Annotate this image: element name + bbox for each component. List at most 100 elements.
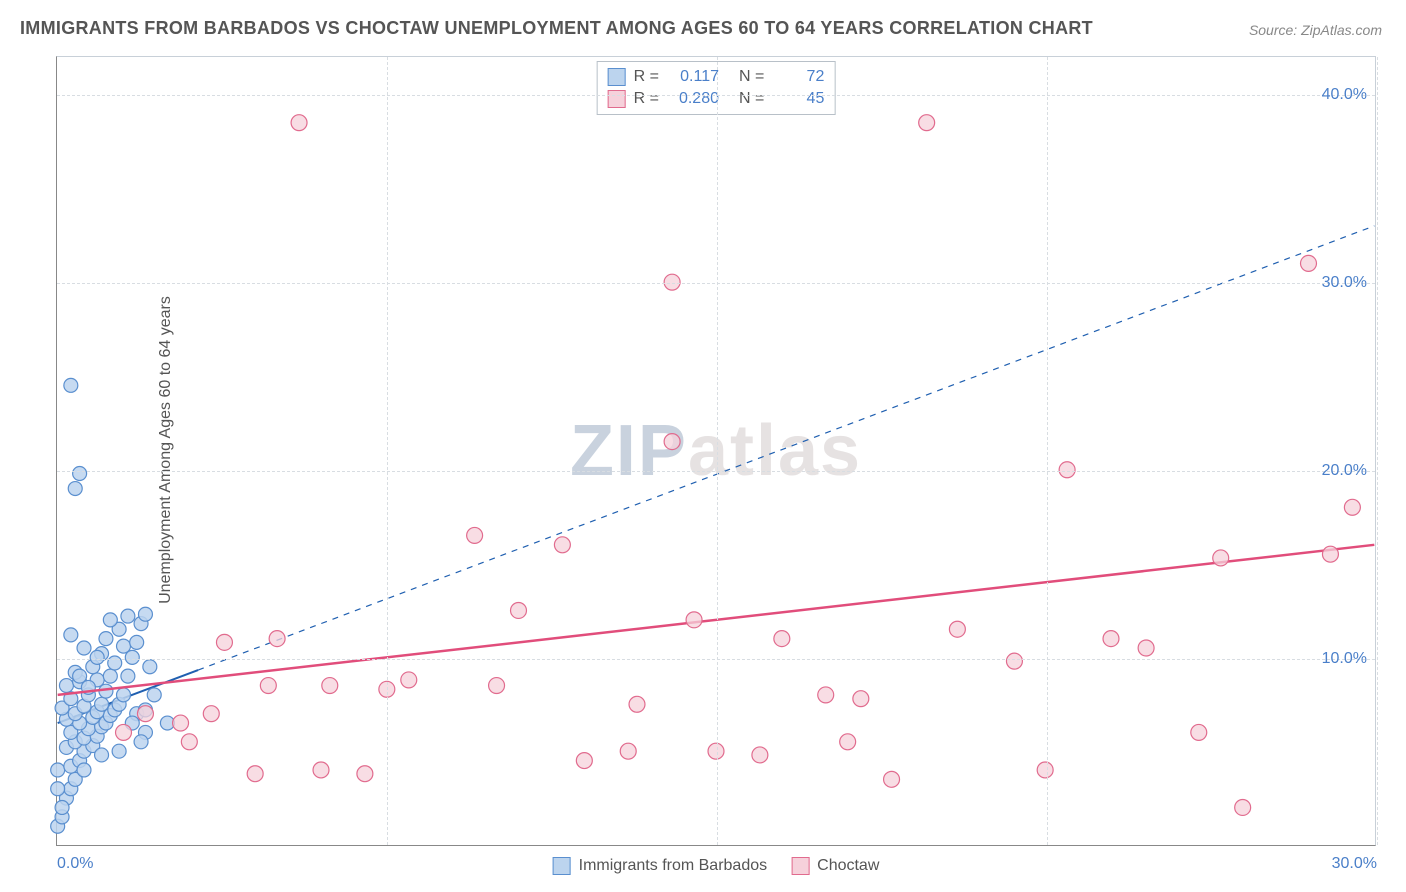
legend-item-choctaw: Choctaw	[791, 857, 879, 875]
r-legend-row: R = 0.280 N = 45	[608, 88, 825, 110]
data-point	[554, 537, 570, 553]
y-tick-label: 40.0%	[1322, 86, 1367, 104]
legend-swatch-choctaw	[791, 857, 809, 875]
y-tick-label: 10.0%	[1322, 650, 1367, 668]
data-point	[291, 115, 307, 131]
data-point	[1103, 631, 1119, 647]
n-value-choctaw: 45	[772, 88, 824, 110]
data-point	[51, 763, 65, 777]
data-point	[90, 650, 104, 664]
data-point	[1138, 640, 1154, 656]
n-label: N =	[739, 66, 764, 88]
plot-area: ZIPatlas R = 0.117 N = 72 R = 0.280 N = …	[56, 56, 1376, 846]
scatter-svg	[57, 57, 1375, 845]
data-point	[467, 527, 483, 543]
data-point	[95, 748, 109, 762]
data-point	[1344, 499, 1360, 515]
data-point	[64, 378, 78, 392]
data-point	[138, 607, 152, 621]
gridline-v	[1377, 57, 1378, 845]
data-point	[884, 771, 900, 787]
gridline-v	[717, 57, 718, 845]
data-point	[511, 602, 527, 618]
r-label: R =	[634, 88, 659, 110]
data-point	[173, 715, 189, 731]
data-point	[1037, 762, 1053, 778]
gridline-h	[57, 283, 1375, 284]
x-tick-label: 30.0%	[1332, 855, 1377, 873]
trend-dashed	[198, 226, 1374, 670]
gridline-h	[57, 95, 1375, 96]
data-point	[112, 744, 126, 758]
data-point	[247, 766, 263, 782]
data-point	[629, 696, 645, 712]
data-point	[117, 688, 131, 702]
data-point	[1059, 462, 1075, 478]
data-point	[134, 735, 148, 749]
data-point	[73, 467, 87, 481]
gridline-h	[57, 471, 1375, 472]
data-point	[116, 724, 132, 740]
data-point	[130, 635, 144, 649]
data-point	[59, 679, 73, 693]
source-attribution: Source: ZipAtlas.com	[1249, 22, 1382, 38]
data-point	[313, 762, 329, 778]
data-point	[103, 669, 117, 683]
r-value-choctaw: 0.280	[667, 88, 719, 110]
data-point	[1006, 653, 1022, 669]
data-point	[64, 628, 78, 642]
data-point	[774, 631, 790, 647]
gridline-v	[1047, 57, 1048, 845]
gridline-h	[57, 659, 1375, 660]
data-point	[143, 660, 157, 674]
r-label: R =	[634, 66, 659, 88]
n-label: N =	[739, 88, 764, 110]
data-point	[949, 621, 965, 637]
legend-item-barbados: Immigrants from Barbados	[553, 857, 768, 875]
data-point	[664, 434, 680, 450]
n-value-barbados: 72	[772, 66, 824, 88]
data-point	[260, 678, 276, 694]
data-point	[1322, 546, 1338, 562]
y-tick-label: 20.0%	[1322, 462, 1367, 480]
data-point	[216, 634, 232, 650]
legend-swatch-choctaw	[608, 90, 626, 108]
data-point	[1213, 550, 1229, 566]
legend-swatch-barbados	[553, 857, 571, 875]
r-legend-row: R = 0.117 N = 72	[608, 66, 825, 88]
data-point	[77, 641, 91, 655]
legend-label-choctaw: Choctaw	[817, 857, 879, 875]
gridline-v	[387, 57, 388, 845]
data-point	[576, 753, 592, 769]
data-point	[51, 782, 65, 796]
data-point	[269, 631, 285, 647]
r-value-barbados: 0.117	[667, 66, 719, 88]
data-point	[121, 609, 135, 623]
y-tick-label: 30.0%	[1322, 274, 1367, 292]
data-point	[181, 734, 197, 750]
data-point	[1235, 799, 1251, 815]
data-point	[103, 613, 117, 627]
data-point	[68, 482, 82, 496]
data-point	[489, 678, 505, 694]
data-point	[77, 763, 91, 777]
data-point	[147, 688, 161, 702]
data-point	[840, 734, 856, 750]
data-point	[1191, 724, 1207, 740]
data-point	[401, 672, 417, 688]
data-point	[99, 632, 113, 646]
x-tick-label: 0.0%	[57, 855, 93, 873]
data-point	[752, 747, 768, 763]
data-point	[322, 678, 338, 694]
chart-title: IMMIGRANTS FROM BARBADOS VS CHOCTAW UNEM…	[20, 18, 1093, 39]
correlation-legend: R = 0.117 N = 72 R = 0.280 N = 45	[597, 61, 836, 115]
data-point	[686, 612, 702, 628]
data-point	[919, 115, 935, 131]
data-point	[203, 706, 219, 722]
data-point	[1301, 255, 1317, 271]
data-point	[117, 639, 131, 653]
data-point	[137, 706, 153, 722]
legend-swatch-barbados	[608, 68, 626, 86]
trend-line	[58, 545, 1375, 695]
legend-label-barbados: Immigrants from Barbados	[579, 857, 768, 875]
